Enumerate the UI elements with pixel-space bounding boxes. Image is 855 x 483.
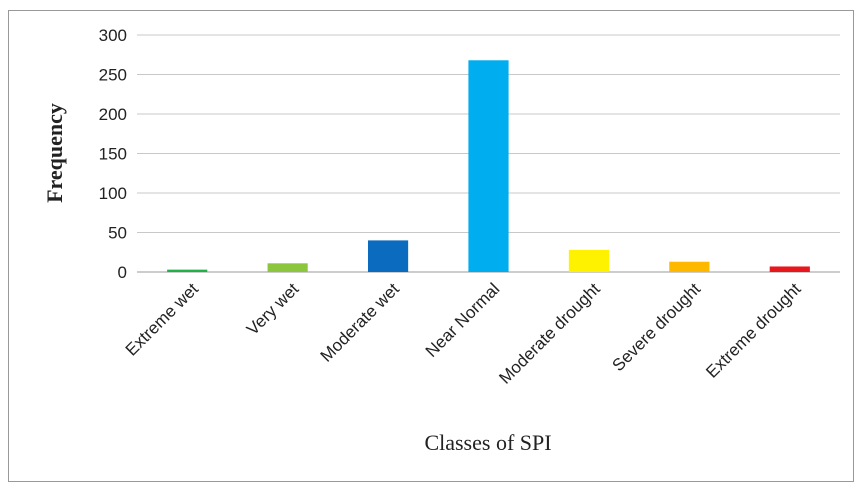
y-axis-label: Frequency bbox=[42, 103, 67, 203]
y-tick-label: 300 bbox=[99, 26, 127, 45]
y-tick-label: 50 bbox=[108, 224, 127, 243]
y-tick-label: 250 bbox=[99, 66, 127, 85]
y-tick-label: 200 bbox=[99, 105, 127, 124]
bar bbox=[669, 261, 710, 272]
bar bbox=[367, 240, 409, 272]
bar bbox=[167, 269, 208, 272]
bar bbox=[568, 249, 610, 272]
y-tick-label: 100 bbox=[99, 184, 127, 203]
bar bbox=[468, 60, 509, 272]
bar bbox=[769, 266, 810, 272]
x-axis-label: Classes of SPI bbox=[424, 430, 551, 455]
y-tick-label: 0 bbox=[118, 263, 127, 282]
chart-frame bbox=[8, 10, 854, 482]
bar bbox=[267, 263, 308, 272]
y-tick-label: 150 bbox=[99, 145, 127, 164]
